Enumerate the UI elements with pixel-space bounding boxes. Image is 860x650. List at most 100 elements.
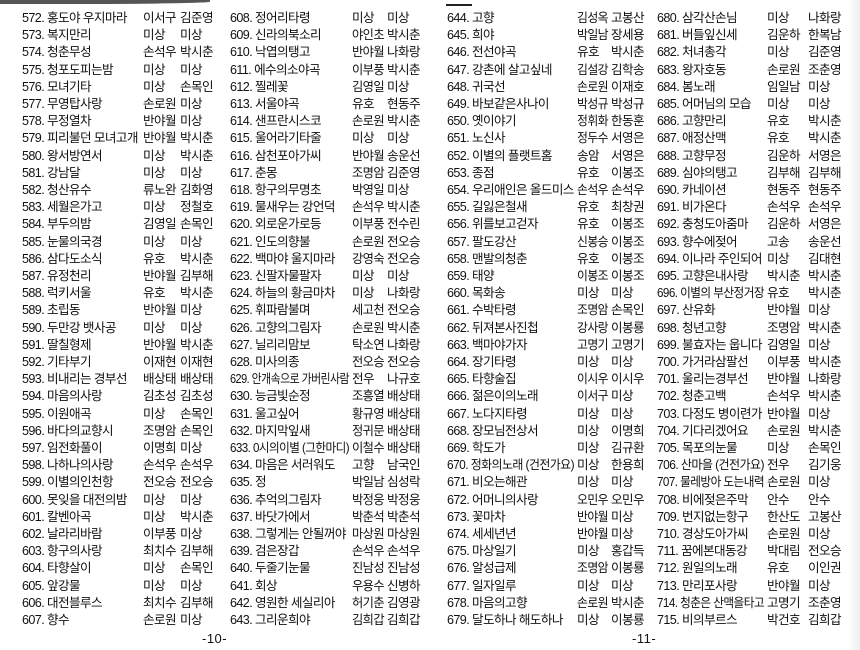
song-title: 599. 이별의인천항 xyxy=(22,475,114,490)
song-title: 708. 비에젖은주막 xyxy=(657,492,749,507)
composer: 미상 xyxy=(180,165,203,180)
song-title: 631. 울고싶어 xyxy=(230,406,300,421)
song-title: 704. 기다리겠어요 xyxy=(657,423,749,438)
song-title: 651. 노신사 xyxy=(447,131,506,146)
song-title: 578. 무정열차 xyxy=(22,114,92,129)
song-title: 694. 이나라 주인되어 xyxy=(657,251,762,266)
lyricist: 미상 xyxy=(577,458,600,473)
composer: 한동훈 xyxy=(611,114,645,129)
song-title: 643. 그리운희야 xyxy=(230,613,311,627)
lyricist: 미상 xyxy=(143,509,166,524)
lyricist: 손로원 xyxy=(352,234,385,249)
composer: 현동주 xyxy=(387,97,421,111)
lyricist: 김운하 xyxy=(767,28,801,43)
composer: 박춘석 xyxy=(387,509,421,524)
lyricist: 미상 xyxy=(577,578,600,593)
lyricist: 미상 xyxy=(767,11,790,25)
song-title: 715. 비의부르스 xyxy=(657,613,738,627)
song-title: 653. 종점 xyxy=(447,165,495,180)
song-title: 703. 다정도 병이련가 xyxy=(657,406,762,421)
composer: 고봉산 xyxy=(808,509,842,524)
composer: 박시춘 xyxy=(180,251,214,266)
lyricist: 박대림 xyxy=(767,544,801,559)
song-title: 618. 항구의무명초 xyxy=(230,183,322,197)
song-title: 613. 서울야곡 xyxy=(230,97,300,111)
composer: 오민우 xyxy=(611,492,645,507)
composer: 송운선 xyxy=(387,148,421,163)
song-title: 656. 위를보고걷자 xyxy=(447,217,539,232)
lyricist: 조흥열 xyxy=(352,389,385,404)
lyricist: 황규영 xyxy=(352,406,385,421)
composer: 박시춘 xyxy=(808,355,842,369)
composer: 전오승 xyxy=(387,251,421,266)
song-title: 620. 외로운가로등 xyxy=(230,217,322,232)
lyricist: 고향 xyxy=(352,458,375,473)
composer: 박시춘 xyxy=(808,389,842,404)
song-title: 662. 뒤져본사진첩 xyxy=(447,320,539,335)
lyricist: 박영일 xyxy=(352,183,385,197)
composer: 미상 xyxy=(808,578,831,593)
lyricist: 김부해 xyxy=(767,165,801,180)
lyricist: 미상 xyxy=(143,320,166,335)
song-title: 609. 신라의북소리 xyxy=(230,28,322,43)
song-title: 681. 버들잎신세 xyxy=(657,28,738,43)
song-title: 695. 고향은내사랑 xyxy=(657,269,749,283)
lyricist: 미상 xyxy=(577,423,600,438)
lyricist: 손로원 xyxy=(767,62,801,77)
composer: 이시우 xyxy=(611,372,645,387)
lyricist: 박성규 xyxy=(577,97,609,111)
song-title: 652. 이별의 플랫트홈 xyxy=(447,148,552,163)
lyricist: 조명암 xyxy=(577,561,609,576)
lyricist: 미상 xyxy=(352,269,375,283)
composer: 손석우 xyxy=(180,458,214,473)
song-title: 622. 백마야 울지마라 xyxy=(230,251,335,266)
song-title: 698. 청년고향 xyxy=(657,320,727,335)
composer: 최창권 xyxy=(611,200,645,215)
composer: 손목인 xyxy=(180,423,214,438)
lyricist: 미상 xyxy=(767,251,790,266)
composer: 김대현 xyxy=(808,251,842,266)
composer: 이명희 xyxy=(611,423,645,438)
composer: 박시춘 xyxy=(387,28,421,43)
song-title: 670. 정화의노래 (건전가요) xyxy=(447,458,575,473)
lyricist: 신봉승 xyxy=(577,234,609,249)
composer: 신병하 xyxy=(387,578,421,593)
song-title: 657. 팔도강산 xyxy=(447,234,517,249)
song-title: 589. 초립동 xyxy=(22,303,81,318)
song-title: 572. 홍도야 우지마라 xyxy=(22,11,127,25)
song-title: 709. 번지없는항구 xyxy=(657,509,749,524)
song-title: 679. 달도하나 해도하나 xyxy=(447,613,563,627)
song-title: 574. 청춘무성 xyxy=(22,45,92,60)
lyricist: 전오승 xyxy=(143,475,177,490)
composer: 손석우 xyxy=(611,183,645,197)
composer: 미상 xyxy=(611,406,634,421)
composer: 장세용 xyxy=(611,28,645,43)
song-title: 633. 0시의이별 (그한마디) xyxy=(230,441,350,455)
lyricist: 배상태 xyxy=(143,372,177,387)
song-title: 586. 삼다도소식 xyxy=(22,251,103,266)
song-title: 686. 고향만리 xyxy=(657,114,727,129)
composer: 미상 xyxy=(808,406,831,421)
song-title: 639. 검은장갑 xyxy=(230,544,300,559)
lyricist: 반야월 xyxy=(577,509,609,524)
composer: 김부해 xyxy=(808,165,842,180)
song-title: 601. 칼벤아곡 xyxy=(22,509,92,524)
composer: 손목인 xyxy=(808,441,842,455)
song-title: 636. 추억의그림자 xyxy=(230,492,322,507)
composer: 나화랑 xyxy=(808,372,842,387)
lyricist: 진남성 xyxy=(352,561,385,576)
composer: 미상 xyxy=(180,303,203,318)
song-title: 629. 안개속으로 가버린사람 xyxy=(230,372,350,387)
song-title: 648. 귀국선 xyxy=(447,79,506,94)
song-title: 585. 눈물의국경 xyxy=(22,234,103,249)
composer: 미상 xyxy=(808,97,831,111)
song-title: 641. 회상 xyxy=(230,578,278,593)
song-title: 659. 태양 xyxy=(447,269,495,283)
lyricist: 손로원 xyxy=(143,613,177,627)
lyricist: 손로원 xyxy=(352,320,385,335)
song-title: 626. 고향의그림자 xyxy=(230,320,322,335)
lyricist: 조명암 xyxy=(143,423,177,438)
lyricist: 이명희 xyxy=(143,441,177,455)
song-title: 575. 청포도피는밤 xyxy=(22,62,114,77)
song-title: 623. 신팔자물팔자 xyxy=(230,269,322,283)
